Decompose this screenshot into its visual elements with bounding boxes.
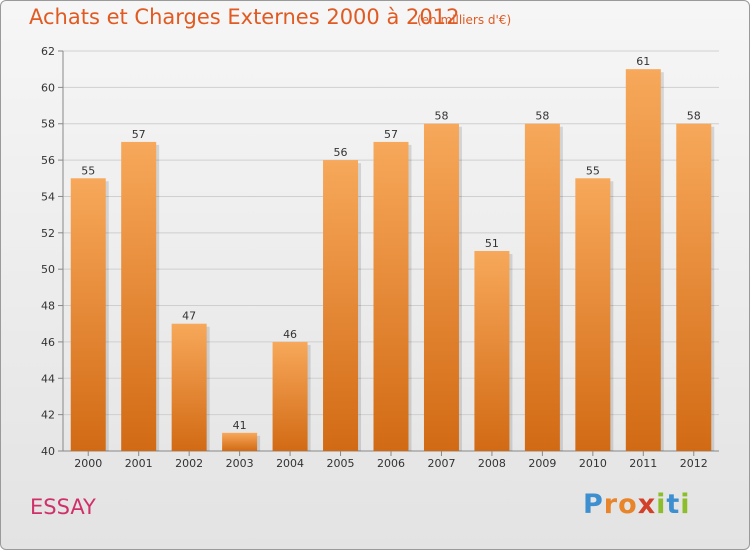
y-tick-label: 48 <box>41 300 55 313</box>
data-label: 61 <box>636 55 650 68</box>
x-tick-label: 2004 <box>276 457 304 470</box>
logo-letter: P <box>583 489 604 520</box>
bar <box>474 251 510 451</box>
y-tick-label: 52 <box>41 227 55 240</box>
y-tick-label: 60 <box>41 81 55 94</box>
data-labels: 55 57 47 41 46 56 57 58 51 58 55 61 58 <box>81 55 701 432</box>
x-tick-label: 2000 <box>74 457 102 470</box>
place-name: ESSAY <box>30 495 96 519</box>
bar <box>625 69 661 451</box>
x-tick-label: 2011 <box>629 457 657 470</box>
data-label: 58 <box>434 110 448 123</box>
data-label: 55 <box>81 164 95 177</box>
y-tick-label: 56 <box>41 154 55 167</box>
bar <box>222 432 258 451</box>
logo-letter: r <box>603 489 619 520</box>
bar <box>323 160 359 451</box>
bars <box>70 69 715 452</box>
x-tick-label: 2010 <box>579 457 607 470</box>
x-tick-labels: 2000 2001 2002 2003 2004 2005 2006 2007 2008 2009… <box>74 457 708 470</box>
data-label: 58 <box>687 110 701 123</box>
y-tick-label: 46 <box>41 336 55 349</box>
bar <box>373 141 409 451</box>
bar <box>423 123 459 452</box>
y-tick-labels: 40 42 44 46 48 50 52 54 56 58 60 62 <box>41 45 55 458</box>
x-tick-label: 2005 <box>327 457 355 470</box>
data-label: 51 <box>485 237 499 250</box>
data-label: 57 <box>132 128 146 141</box>
data-label: 46 <box>283 328 297 341</box>
proxiti-logo[interactable]: Proxiti <box>583 489 691 520</box>
logo-letter: t <box>666 489 681 520</box>
bar <box>524 123 560 452</box>
y-tick-label: 54 <box>41 190 55 203</box>
x-tick-label: 2009 <box>528 457 556 470</box>
bar <box>676 123 712 452</box>
logo-letter: o <box>618 489 638 520</box>
y-tick-label: 44 <box>41 372 55 385</box>
data-label: 55 <box>586 164 600 177</box>
x-tick-label: 2007 <box>427 457 455 470</box>
y-tick-label: 58 <box>41 118 55 131</box>
logo-letter: i <box>680 489 691 520</box>
data-label: 47 <box>182 310 196 323</box>
x-tick-label: 2012 <box>680 457 708 470</box>
y-tick-label: 40 <box>41 445 55 458</box>
data-label: 58 <box>535 110 549 123</box>
chart-title: Achats et Charges Externes 2000 à 2012 <box>29 5 460 29</box>
data-label: 41 <box>233 419 247 432</box>
x-tick-label: 2001 <box>125 457 153 470</box>
logo-letter: i <box>656 489 667 520</box>
bar <box>121 141 157 451</box>
data-label: 56 <box>334 146 348 159</box>
x-tick-label: 2002 <box>175 457 203 470</box>
x-tick-label: 2006 <box>377 457 405 470</box>
y-tick-label: 62 <box>41 45 55 58</box>
bar <box>70 178 106 452</box>
y-tick-label: 50 <box>41 263 55 276</box>
x-tick-label: 2003 <box>226 457 254 470</box>
bar <box>171 323 207 451</box>
bar <box>575 178 611 452</box>
bar <box>272 341 308 451</box>
data-label: 57 <box>384 128 398 141</box>
chart-unit: (en milliers d'€) <box>417 13 512 27</box>
y-tick-label: 42 <box>41 409 55 422</box>
logo-letter: x <box>637 489 657 520</box>
x-tick-label: 2008 <box>478 457 506 470</box>
